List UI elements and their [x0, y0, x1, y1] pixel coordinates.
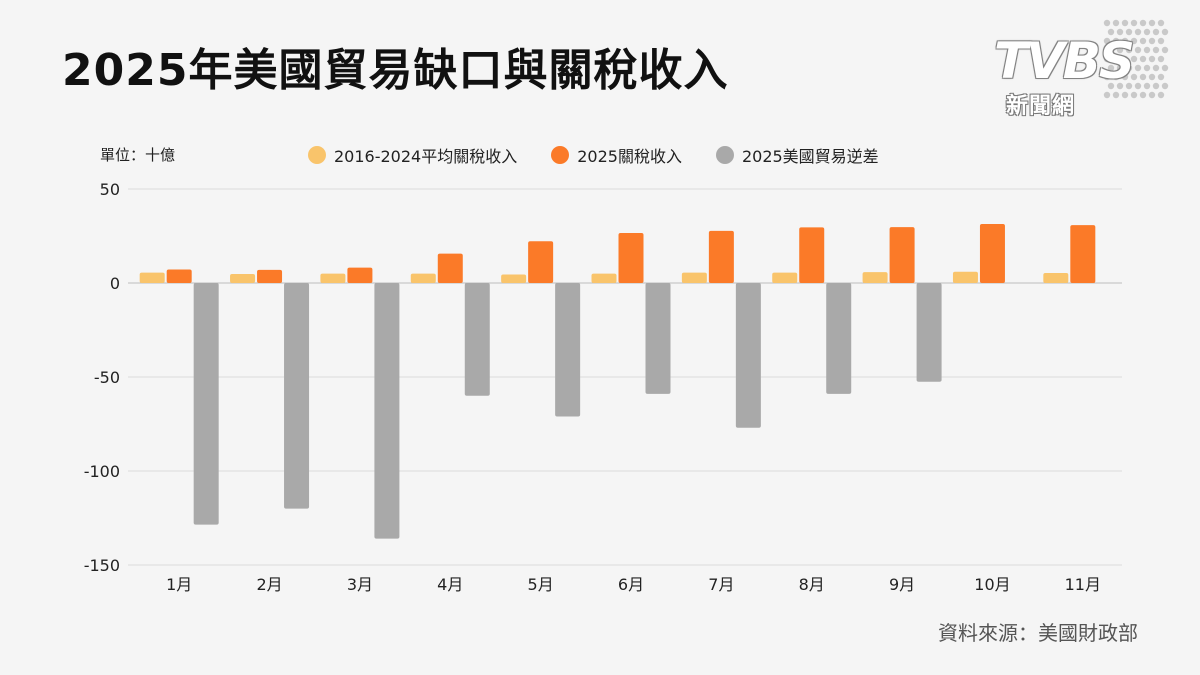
avg-bar [681, 272, 707, 283]
source-note: 資料來源：美國財政部 [938, 621, 1138, 645]
deficit-bar [735, 283, 761, 428]
avg-bar [410, 273, 436, 283]
y-tick-label: 50 [100, 180, 120, 199]
avg-bar [320, 273, 346, 283]
y-tick-label: 0 [110, 274, 120, 293]
tariff-2025-bar [257, 269, 283, 283]
deficit-bar [555, 283, 581, 417]
x-tick-label: 4月 [437, 575, 463, 594]
deficit-bar [193, 283, 219, 525]
avg-bar [591, 273, 617, 283]
tariff-2025-bar [347, 267, 373, 283]
x-tick-label: 2月 [256, 575, 282, 594]
x-tick-label: 6月 [618, 575, 644, 594]
legend-item-deficit: 2025美國貿易逆差 [715, 143, 879, 167]
legend-item-tariff-2025: 2025關稅收入 [551, 143, 682, 167]
x-tick-label: 8月 [799, 575, 825, 594]
tariff-2025-bar [799, 227, 825, 283]
deficit-bar [645, 283, 671, 394]
avg-bar [230, 273, 256, 283]
logo-word: TVBS [994, 32, 1135, 90]
legend-item-avg: 2016-2024平均關稅收入 [308, 143, 517, 167]
tariff-2025-bar [528, 241, 554, 283]
logo-dots-icon [1103, 19, 1169, 99]
deficit-bar [284, 283, 310, 509]
y-tick-label: -150 [84, 556, 120, 575]
x-tick-label: 7月 [708, 575, 734, 594]
tariff-2025-bar [618, 232, 644, 283]
avg-bar [501, 274, 527, 283]
deficit-bar [374, 283, 400, 539]
x-tick-label: 9月 [889, 575, 915, 594]
chart-title: 2025年美國貿易缺口與關稅收入 [62, 45, 729, 96]
tvbs-logo: TVBS 新聞網 [990, 18, 1180, 119]
x-tick-label: 11月 [1065, 575, 1101, 594]
avg-bar [862, 272, 888, 283]
x-tick-label: 1月 [166, 575, 192, 594]
tariff-2025-bar [1070, 225, 1096, 283]
tariff-2025-bar [437, 253, 463, 283]
x-tick-label: 3月 [347, 575, 373, 594]
avg-bar [772, 272, 798, 283]
deficit-bar [826, 283, 852, 394]
avg-bar [1043, 273, 1069, 283]
tariff-2025-bar [708, 230, 734, 283]
deficit-bar [916, 283, 942, 382]
y-tick-label: -50 [94, 368, 120, 387]
unit-label: 單位：十億 [100, 146, 176, 164]
legend: 2016-2024平均關稅收入 2025關稅收入 2025美國貿易逆差 [308, 143, 879, 167]
avg-bar [952, 271, 978, 283]
legend-swatch-avg [308, 146, 326, 164]
legend-swatch-tariff-2025 [551, 146, 570, 164]
tariff-2025-bar [166, 269, 192, 283]
tariff-2025-bar [979, 223, 1005, 283]
x-tick-label: 5月 [528, 575, 554, 594]
legend-label-deficit: 2025美國貿易逆差 [741, 147, 879, 166]
logo-subtitle: 新聞網 [1006, 94, 1076, 119]
x-tick-label: 10月 [974, 575, 1010, 594]
legend-label-tariff-2025: 2025關稅收入 [577, 147, 682, 166]
avg-bar [139, 272, 165, 283]
deficit-bar [464, 283, 490, 396]
tariff-2025-bar [889, 227, 915, 283]
legend-swatch-deficit [715, 146, 734, 164]
y-tick-label: -100 [84, 462, 120, 481]
legend-label-avg: 2016-2024平均關稅收入 [334, 147, 518, 166]
